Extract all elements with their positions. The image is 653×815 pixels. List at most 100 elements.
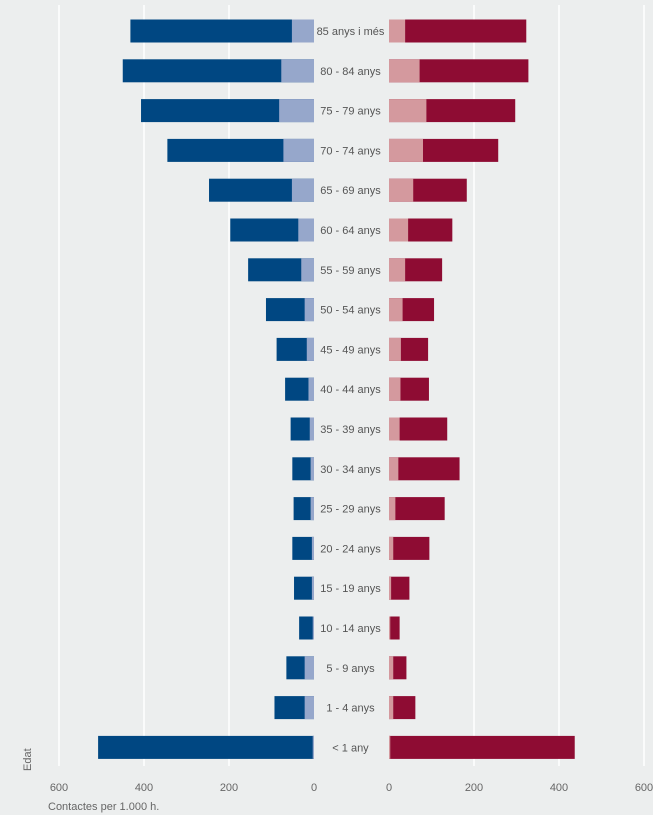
bar-left-dark-18	[98, 735, 314, 759]
bar-right-light-13	[389, 536, 394, 560]
bar-left-light-11	[310, 457, 314, 481]
tick-right-200: 200	[465, 782, 483, 794]
tick-left-0: 0	[311, 782, 317, 794]
bar-right-dark-0	[389, 19, 527, 43]
bar-right-light-2	[389, 99, 427, 123]
category-label-11: 30 - 34 anys	[320, 464, 381, 476]
category-label-3: 70 - 74 anys	[320, 145, 381, 157]
bar-left-dark-14	[294, 576, 314, 600]
bar-right-dark-18	[389, 735, 575, 759]
bar-right-dark-10	[389, 417, 448, 441]
bar-left-light-7	[304, 298, 314, 322]
bar-right-dark-1	[389, 59, 529, 83]
bar-left-dark-6	[248, 258, 314, 282]
bar-left-light-13	[311, 536, 314, 560]
bar-left-dark-15	[299, 616, 314, 640]
bar-right-light-11	[389, 457, 399, 481]
bar-left-light-2	[279, 99, 314, 123]
bar-left-dark-11	[292, 457, 314, 481]
bar-left-dark-9	[285, 377, 314, 401]
x-axis-title: Contactes per 1.000 h.	[48, 801, 159, 813]
category-label-16: 5 - 9 anys	[326, 663, 375, 675]
category-labels: 85 anys i més 80 - 84 anys 75 - 79 anys 70 …	[317, 26, 385, 754]
category-label-13: 20 - 24 anys	[320, 543, 381, 555]
category-label-14: 15 - 19 anys	[320, 583, 381, 595]
bar-left-light-15	[312, 616, 314, 640]
gridlines	[58, 5, 645, 766]
bar-left-dark-12	[293, 497, 314, 521]
bar-right-dark-16	[389, 656, 407, 680]
bar-right-dark-13	[389, 536, 430, 560]
bar-right-light-16	[389, 656, 394, 680]
bar-left-dark-17	[274, 696, 314, 720]
bar-left-light-18	[312, 735, 314, 759]
bar-right-light-12	[389, 497, 396, 521]
bar-left-light-6	[301, 258, 314, 282]
category-label-0: 85 anys i més	[317, 26, 385, 38]
bar-right-light-3	[389, 138, 423, 162]
bar-left-light-16	[304, 656, 314, 680]
bar-right-light-1	[389, 59, 420, 83]
tick-right-0: 0	[386, 782, 392, 794]
tick-left-400: 400	[135, 782, 153, 794]
bar-right-light-4	[389, 178, 414, 202]
bar-left-light-9	[308, 377, 314, 401]
bar-left-dark-3	[167, 138, 314, 162]
category-label-7: 50 - 54 anys	[320, 305, 381, 317]
bar-left-light-17	[304, 696, 314, 720]
category-label-18: < 1 any	[332, 742, 369, 754]
bar-right-light-0	[389, 19, 406, 43]
bar-left-dark-10	[290, 417, 314, 441]
bar-left-light-5	[298, 218, 314, 242]
bar-left-light-0	[291, 19, 314, 43]
bar-right-light-8	[389, 337, 401, 361]
bar-right-light-9	[389, 377, 401, 401]
bar-right-dark-11	[389, 457, 460, 481]
category-label-17: 1 - 4 anys	[326, 703, 375, 715]
tick-right-600: 600	[635, 782, 653, 794]
category-label-15: 10 - 14 anys	[320, 623, 381, 635]
bar-left-dark-0	[130, 19, 314, 43]
bar-right-dark-17	[389, 696, 416, 720]
bar-right-light-18	[389, 735, 391, 759]
bar-right-light-14	[389, 576, 392, 600]
bar-right-light-10	[389, 417, 400, 441]
bar-left-light-8	[306, 337, 314, 361]
tick-labels: 600 400 200 0 0 200 400 600	[50, 782, 653, 794]
bar-left-dark-4	[209, 178, 314, 202]
tick-left-600: 600	[50, 782, 68, 794]
bar-left-dark-2	[141, 99, 314, 123]
bars	[98, 19, 575, 759]
bar-left-light-12	[310, 497, 314, 521]
tick-left-200: 200	[220, 782, 238, 794]
y-axis-title: Edat	[22, 748, 34, 771]
bar-left-dark-13	[292, 536, 314, 560]
bar-left-dark-1	[122, 59, 314, 83]
category-label-4: 65 - 69 anys	[320, 185, 381, 197]
bar-left-dark-5	[230, 218, 314, 242]
bar-right-dark-12	[389, 497, 445, 521]
tick-right-400: 400	[550, 782, 568, 794]
category-label-8: 45 - 49 anys	[320, 344, 381, 356]
category-label-6: 55 - 59 anys	[320, 265, 381, 277]
bar-right-light-15	[389, 616, 391, 640]
bar-right-light-17	[389, 696, 394, 720]
category-label-12: 25 - 29 anys	[320, 504, 381, 516]
bar-right-light-6	[389, 258, 406, 282]
bar-right-light-7	[389, 298, 403, 322]
category-label-1: 80 - 84 anys	[320, 66, 381, 78]
bar-left-light-10	[309, 417, 314, 441]
bar-right-light-5	[389, 218, 409, 242]
bar-left-dark-7	[265, 298, 314, 322]
category-label-9: 40 - 44 anys	[320, 384, 381, 396]
bar-left-light-4	[291, 178, 314, 202]
category-label-5: 60 - 64 anys	[320, 225, 381, 237]
bar-left-light-1	[281, 59, 314, 83]
bar-right-dark-15	[389, 616, 400, 640]
bar-right-dark-14	[389, 576, 410, 600]
category-label-10: 35 - 39 anys	[320, 424, 381, 436]
bar-left-dark-8	[276, 337, 314, 361]
bar-left-light-14	[311, 576, 314, 600]
category-label-2: 75 - 79 anys	[320, 106, 381, 118]
